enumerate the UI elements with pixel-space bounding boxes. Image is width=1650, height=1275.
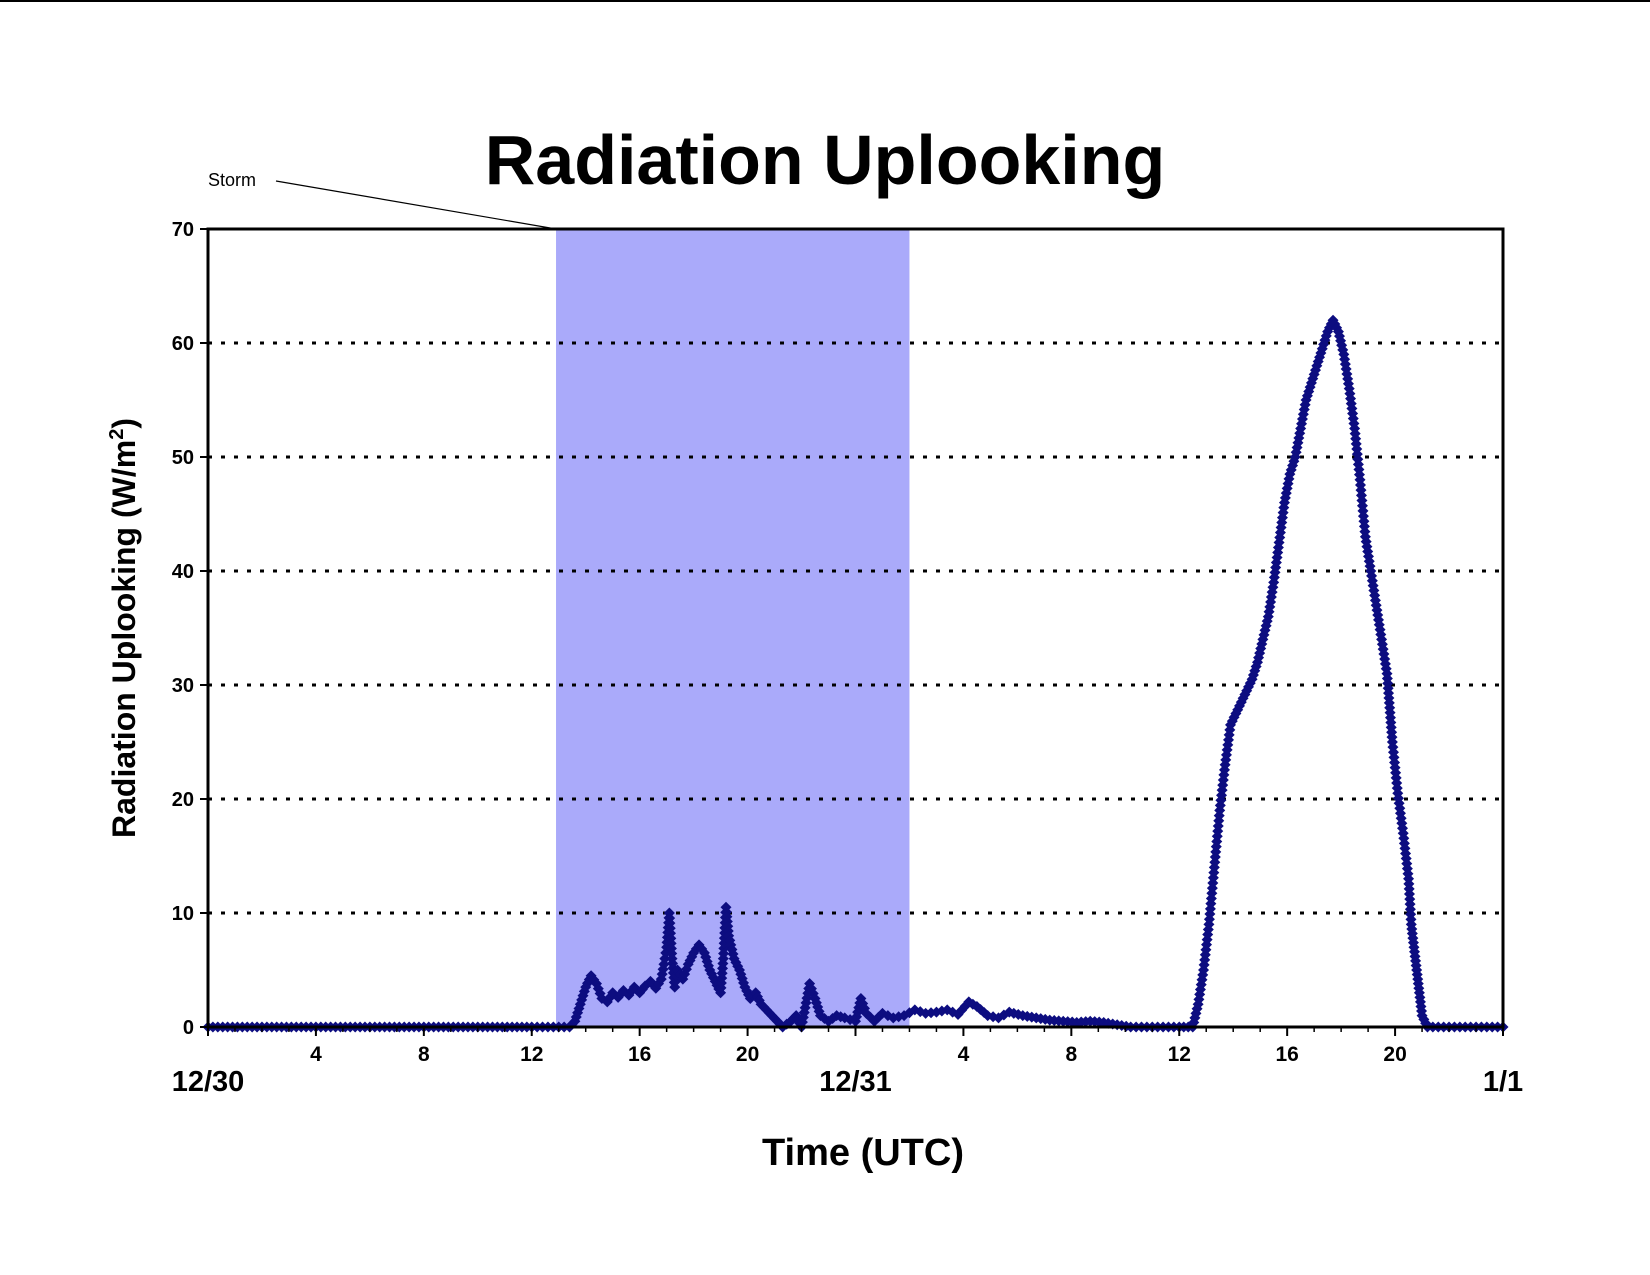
data-point bbox=[1357, 505, 1369, 517]
x-date-label: 12/30 bbox=[172, 1066, 245, 1098]
x-tick-label: 16 bbox=[628, 1043, 651, 1066]
y-tick-label: 60 bbox=[172, 333, 194, 355]
x-tick-label: 4 bbox=[958, 1043, 970, 1066]
y-tick-label: 30 bbox=[172, 675, 194, 697]
storm-label: Storm bbox=[208, 170, 256, 190]
y-axis-label-close: ) bbox=[106, 418, 142, 429]
storm-leader-line bbox=[275, 180, 557, 230]
y-axis-label: Radiation Uplooking (W/m2) bbox=[106, 418, 142, 838]
y-axis-label-main: Radiation Uplooking (W/m bbox=[106, 440, 142, 838]
storm-band-layer bbox=[556, 229, 910, 1027]
x-tick-label: 8 bbox=[418, 1043, 430, 1066]
y-tick-label: 70 bbox=[172, 219, 194, 241]
y-tick-label: 50 bbox=[172, 447, 194, 469]
x-date-label: 1/1 bbox=[1483, 1066, 1523, 1098]
grid-layer bbox=[208, 341, 1503, 915]
x-tick-label: 4 bbox=[310, 1043, 322, 1066]
x-tick-label: 12 bbox=[520, 1043, 543, 1066]
storm-band bbox=[556, 229, 910, 1027]
x-tick-label: 16 bbox=[1275, 1043, 1298, 1066]
y-tick-label: 20 bbox=[172, 789, 194, 811]
x-tick-label: 12 bbox=[1168, 1043, 1191, 1066]
y-axis-label-superscript: 2 bbox=[106, 429, 128, 440]
y-tick-label: 0 bbox=[183, 1017, 194, 1039]
y-tick-label: 10 bbox=[172, 903, 194, 925]
x-axis-label: Time (UTC) bbox=[762, 1132, 964, 1174]
top-border-rule bbox=[0, 0, 1650, 2]
x-date-label: 12/31 bbox=[819, 1066, 892, 1098]
x-tick-label: 20 bbox=[736, 1043, 759, 1066]
chart-title: Radiation Uplooking bbox=[485, 121, 1166, 199]
x-tick-label: 8 bbox=[1065, 1043, 1077, 1066]
x-tick-label: 20 bbox=[1383, 1043, 1406, 1066]
axis-layer: 0 10 20 30 40 50 60 70 4 8 12 16 20 4 8 12 16 20 12/30 12/3… bbox=[172, 219, 1523, 1098]
data-point bbox=[771, 1015, 783, 1027]
y-tick-label: 40 bbox=[172, 561, 194, 583]
